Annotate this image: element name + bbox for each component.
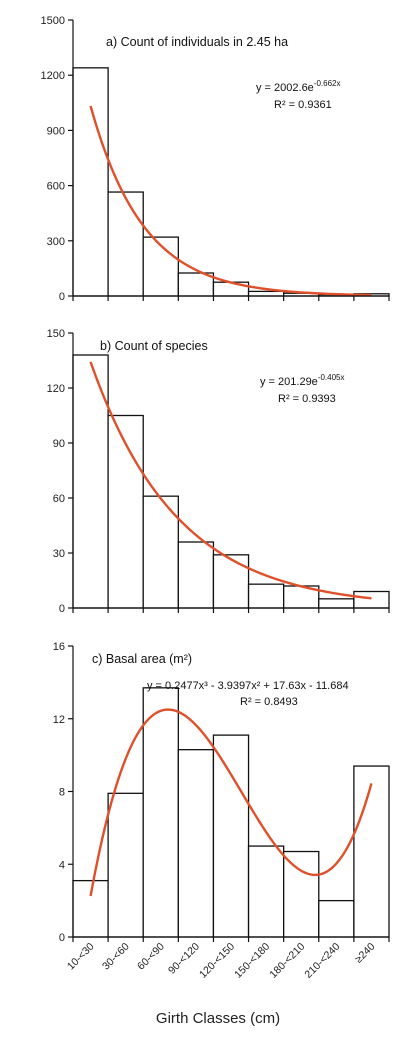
x-tick-labels: 10-<30 30-<60 60-<90 90-<120120-<150150-<18…	[65, 941, 378, 981]
panel-a-bar-0	[72, 67, 109, 297]
x-tick-label-2: 60-<90	[135, 941, 167, 973]
panel-a-bars	[72, 67, 390, 297]
panel-a-bar-5	[247, 290, 285, 297]
x-tick-label-0: 10-<30	[65, 941, 97, 973]
x-tick-label-1: 30-<60	[100, 941, 132, 973]
panel-a-equation: y = 2002.6e-0.662x	[256, 79, 341, 94]
panel-b-bar-7	[318, 598, 355, 609]
panel-c-r2: R² = 0.8493	[240, 696, 298, 708]
x-tick-label-5: 150-<180	[232, 941, 272, 981]
panel-a-y-tick-0: 0	[59, 291, 65, 303]
panel-a-title: a) Count of individuals in 2.45 ha	[106, 35, 288, 49]
panel-b-y-tick-5: 150	[47, 328, 65, 340]
panel-c-y-tick-0: 0	[59, 932, 65, 944]
panel-b-title: b) Count of species	[100, 339, 208, 353]
x-tick-label-7: 210-<240	[302, 941, 342, 981]
panel-b-y-tick-4: 120	[47, 383, 65, 395]
panel-c-bar-8	[353, 765, 390, 938]
panel-c-bar-3	[177, 749, 215, 938]
panel-b-bar-2	[142, 495, 179, 609]
x-tick-label-8: ≥240	[353, 941, 378, 966]
panel-b-y-ticks: 0 30 60 90 120 150	[47, 328, 73, 615]
panel-a-y-tick-4: 1200	[41, 70, 65, 82]
panel-b-trendline	[89, 361, 372, 600]
panel-c-bar-5	[247, 845, 285, 938]
panel-b-equation: y = 201.29e-0.405x	[260, 373, 345, 388]
panel-c: 0 4 8 12 16 c) Basal area (m²) y = 0.2477x³ …	[53, 641, 390, 944]
panel-b-bar-5	[247, 583, 285, 609]
panel-c-bar-0	[72, 879, 109, 938]
panel-c-y-tick-4: 16	[53, 641, 65, 653]
panel-a-bar-1	[107, 191, 144, 297]
panel-c-bar-2	[142, 687, 179, 938]
panel-c-y-tick-1: 4	[59, 859, 65, 871]
panel-b-bar-8	[353, 590, 390, 609]
panel-b-y-tick-1: 30	[53, 548, 65, 560]
panel-b-bar-4	[212, 554, 250, 609]
panel-c-bar-7	[318, 899, 355, 938]
panel-c-bar-6	[283, 850, 320, 938]
panel-b-y-tick-0: 0	[59, 603, 65, 615]
x-tick-label-6: 180-<210	[267, 941, 307, 981]
panel-a-y-tick-1: 300	[47, 236, 65, 248]
panel-c-bar-1	[107, 792, 144, 938]
panel-b-y-tick-3: 90	[53, 438, 65, 450]
panel-c-bar-4	[212, 734, 250, 938]
panel-c-y-tick-3: 12	[53, 714, 65, 726]
panel-b-bar-1	[107, 414, 144, 609]
panel-a-y-tick-2: 600	[47, 181, 65, 193]
panel-a-r2: R² = 0.9361	[274, 99, 332, 111]
panel-c-y-tick-2: 8	[59, 787, 65, 799]
panel-a-trendline	[89, 105, 372, 297]
panel-a-y-tick-5: 1500	[41, 15, 65, 27]
panel-b-bars	[72, 354, 390, 609]
panel-c-title: c) Basal area (m²)	[92, 652, 192, 666]
panel-a-y-tick-3: 900	[47, 125, 65, 137]
panel-b: 0 30 60 90 120 150 b) Count of species y = 20…	[47, 328, 390, 615]
x-tick-label-4: 120-<150	[197, 941, 237, 981]
panel-a: 0 300 600 900 1200 1500 a) Count of individua…	[41, 15, 390, 303]
panel-c-y-ticks: 0 4 8 12 16	[53, 641, 73, 944]
panel-c-equation: y = 0.2477x³ - 3.9397x² + 17.63x - 11.68…	[147, 680, 349, 692]
x-axis-label: Girth Classes (cm)	[156, 1010, 280, 1027]
panel-c-trendline	[89, 708, 373, 897]
panel-b-y-tick-2: 60	[53, 493, 65, 505]
panel-c-bars	[72, 687, 390, 938]
panel-a-y-ticks: 0 300 600 900 1200 1500	[41, 15, 73, 303]
panel-b-r2: R² = 0.9393	[278, 393, 336, 405]
panel-b-bar-3	[177, 541, 215, 609]
